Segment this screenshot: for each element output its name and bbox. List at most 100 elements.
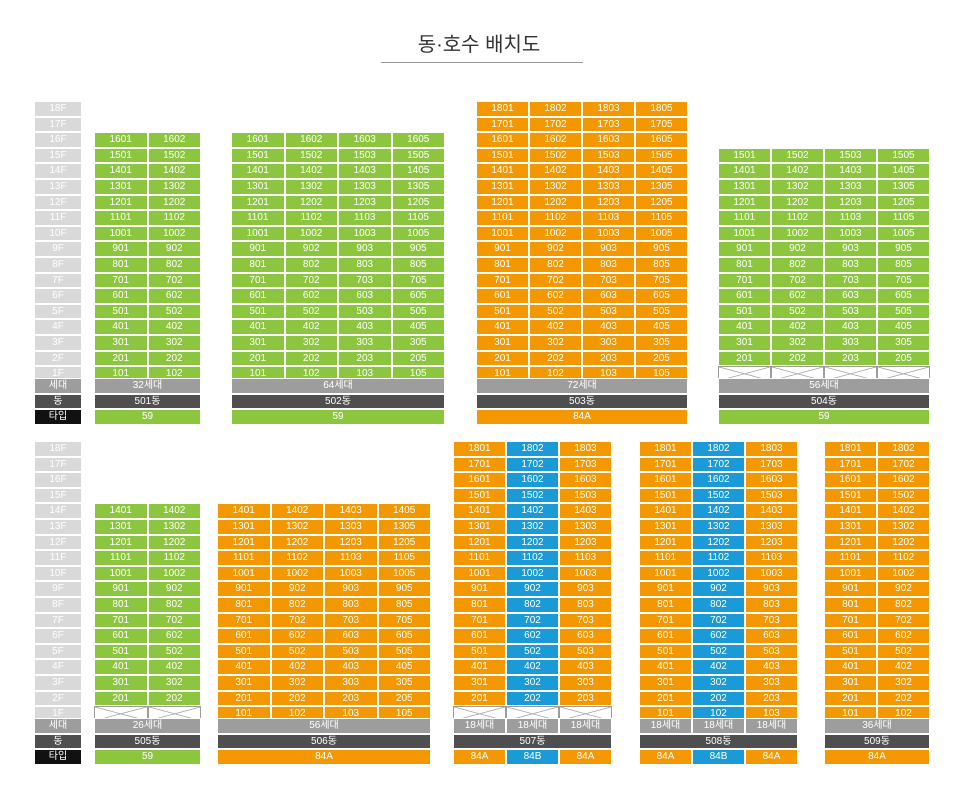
unit-cell[interactable]: 1403: [559, 503, 612, 519]
unit-cell[interactable]: 302: [692, 675, 745, 691]
unit-cell[interactable]: 801: [94, 257, 148, 273]
unit-cell[interactable]: 1703: [745, 456, 798, 473]
unit-cell[interactable]: 403: [745, 659, 798, 675]
unit-cell[interactable]: 1501: [639, 487, 692, 504]
unit-cell[interactable]: 605: [635, 288, 688, 304]
unit-cell[interactable]: 201: [639, 690, 692, 707]
unit-cell[interactable]: 403: [324, 659, 378, 675]
unit-cell[interactable]: 301: [217, 675, 271, 691]
unit-cell[interactable]: 901: [639, 581, 692, 597]
unit-cell[interactable]: 1103: [745, 550, 798, 566]
unit-cell[interactable]: 802: [877, 597, 930, 613]
unit-cell[interactable]: 301: [824, 675, 877, 691]
unit-cell[interactable]: 1301: [453, 519, 506, 535]
unit-cell[interactable]: 1102: [284, 210, 338, 226]
unit-cell[interactable]: 1101: [94, 210, 148, 226]
unit-cell[interactable]: 702: [771, 272, 824, 289]
unit-cell[interactable]: 1103: [324, 550, 378, 566]
unit-cell[interactable]: 1201: [476, 194, 529, 211]
unit-cell[interactable]: 405: [635, 319, 688, 335]
unit-cell[interactable]: 1603: [582, 132, 635, 148]
unit-cell[interactable]: 1101: [453, 550, 506, 566]
unit-cell[interactable]: 901: [476, 241, 529, 257]
unit-cell[interactable]: 303: [582, 335, 635, 351]
unit-cell[interactable]: 903: [582, 241, 635, 257]
unit-cell[interactable]: 1005: [391, 225, 445, 242]
unit-cell[interactable]: 201: [718, 350, 771, 367]
unit-cell[interactable]: 405: [877, 319, 930, 335]
unit-cell[interactable]: 1601: [639, 472, 692, 488]
unit-cell[interactable]: 305: [635, 335, 688, 351]
unit-cell[interactable]: 1701: [824, 456, 877, 473]
unit-cell[interactable]: 702: [692, 612, 745, 629]
unit-cell[interactable]: 802: [284, 257, 338, 273]
unit-cell[interactable]: 1202: [506, 534, 559, 551]
unit-cell[interactable]: 402: [147, 319, 201, 335]
unit-cell[interactable]: 1303: [582, 179, 635, 195]
unit-cell[interactable]: 203: [338, 350, 392, 367]
unit-cell[interactable]: 203: [324, 690, 378, 707]
unit-cell[interactable]: 1105: [877, 210, 930, 226]
unit-cell[interactable]: 1105: [377, 550, 431, 566]
unit-cell[interactable]: 1301: [94, 519, 148, 535]
unit-cell[interactable]: 1001: [94, 225, 148, 242]
unit-cell[interactable]: 501: [94, 303, 148, 320]
unit-cell[interactable]: 1002: [147, 225, 201, 242]
unit-cell[interactable]: 802: [529, 257, 582, 273]
unit-cell[interactable]: 1302: [529, 179, 582, 195]
unit-cell[interactable]: 703: [559, 612, 612, 629]
unit-cell[interactable]: 1305: [377, 519, 431, 535]
unit-cell[interactable]: 905: [635, 241, 688, 257]
unit-cell[interactable]: 503: [745, 643, 798, 660]
unit-cell[interactable]: 1003: [824, 225, 877, 242]
unit-cell[interactable]: 1503: [338, 147, 392, 164]
unit-cell[interactable]: 1603: [745, 472, 798, 488]
unit-cell[interactable]: 603: [559, 628, 612, 644]
unit-cell[interactable]: 1605: [635, 132, 688, 148]
unit-cell[interactable]: 203: [824, 350, 877, 367]
unit-cell[interactable]: 601: [718, 288, 771, 304]
unit-cell[interactable]: 303: [338, 335, 392, 351]
unit-cell[interactable]: 1503: [582, 147, 635, 164]
unit-cell[interactable]: 1302: [147, 179, 201, 195]
unit-cell[interactable]: 702: [147, 612, 201, 629]
unit-cell[interactable]: 1801: [639, 441, 692, 457]
unit-cell[interactable]: 401: [453, 659, 506, 675]
unit-cell[interactable]: 1305: [391, 179, 445, 195]
unit-cell[interactable]: 1502: [877, 487, 930, 504]
unit-cell[interactable]: 1603: [338, 132, 392, 148]
unit-cell[interactable]: 502: [284, 303, 338, 320]
unit-cell[interactable]: 601: [453, 628, 506, 644]
unit-cell[interactable]: 1201: [453, 534, 506, 551]
unit-cell[interactable]: 1601: [231, 132, 285, 148]
unit-cell[interactable]: 805: [377, 597, 431, 613]
unit-cell[interactable]: 401: [639, 659, 692, 675]
unit-cell[interactable]: 1705: [635, 116, 688, 133]
unit-cell[interactable]: 403: [559, 659, 612, 675]
unit-cell[interactable]: 1802: [877, 441, 930, 457]
unit-cell[interactable]: 1401: [94, 163, 148, 179]
unit-cell[interactable]: 502: [877, 643, 930, 660]
unit-cell[interactable]: 1201: [94, 534, 148, 551]
unit-cell[interactable]: 201: [476, 350, 529, 367]
unit-cell[interactable]: 302: [147, 335, 201, 351]
unit-cell[interactable]: 402: [529, 319, 582, 335]
unit-cell[interactable]: 1402: [147, 503, 201, 519]
unit-cell[interactable]: 1202: [877, 534, 930, 551]
unit-cell[interactable]: 1601: [453, 472, 506, 488]
unit-cell[interactable]: 1401: [231, 163, 285, 179]
unit-cell[interactable]: 1803: [559, 441, 612, 457]
unit-cell[interactable]: 802: [147, 257, 201, 273]
unit-cell[interactable]: 503: [559, 643, 612, 660]
unit-cell[interactable]: 802: [506, 597, 559, 613]
unit-cell[interactable]: 1002: [284, 225, 338, 242]
unit-cell[interactable]: 1303: [324, 519, 378, 535]
unit-cell[interactable]: 502: [147, 303, 201, 320]
unit-cell[interactable]: 1003: [324, 565, 378, 582]
unit-cell[interactable]: 1802: [506, 441, 559, 457]
unit-cell[interactable]: 503: [338, 303, 392, 320]
unit-cell[interactable]: 1405: [635, 163, 688, 179]
unit-cell[interactable]: 701: [639, 612, 692, 629]
unit-cell[interactable]: 205: [635, 350, 688, 367]
unit-cell[interactable]: 801: [824, 597, 877, 613]
